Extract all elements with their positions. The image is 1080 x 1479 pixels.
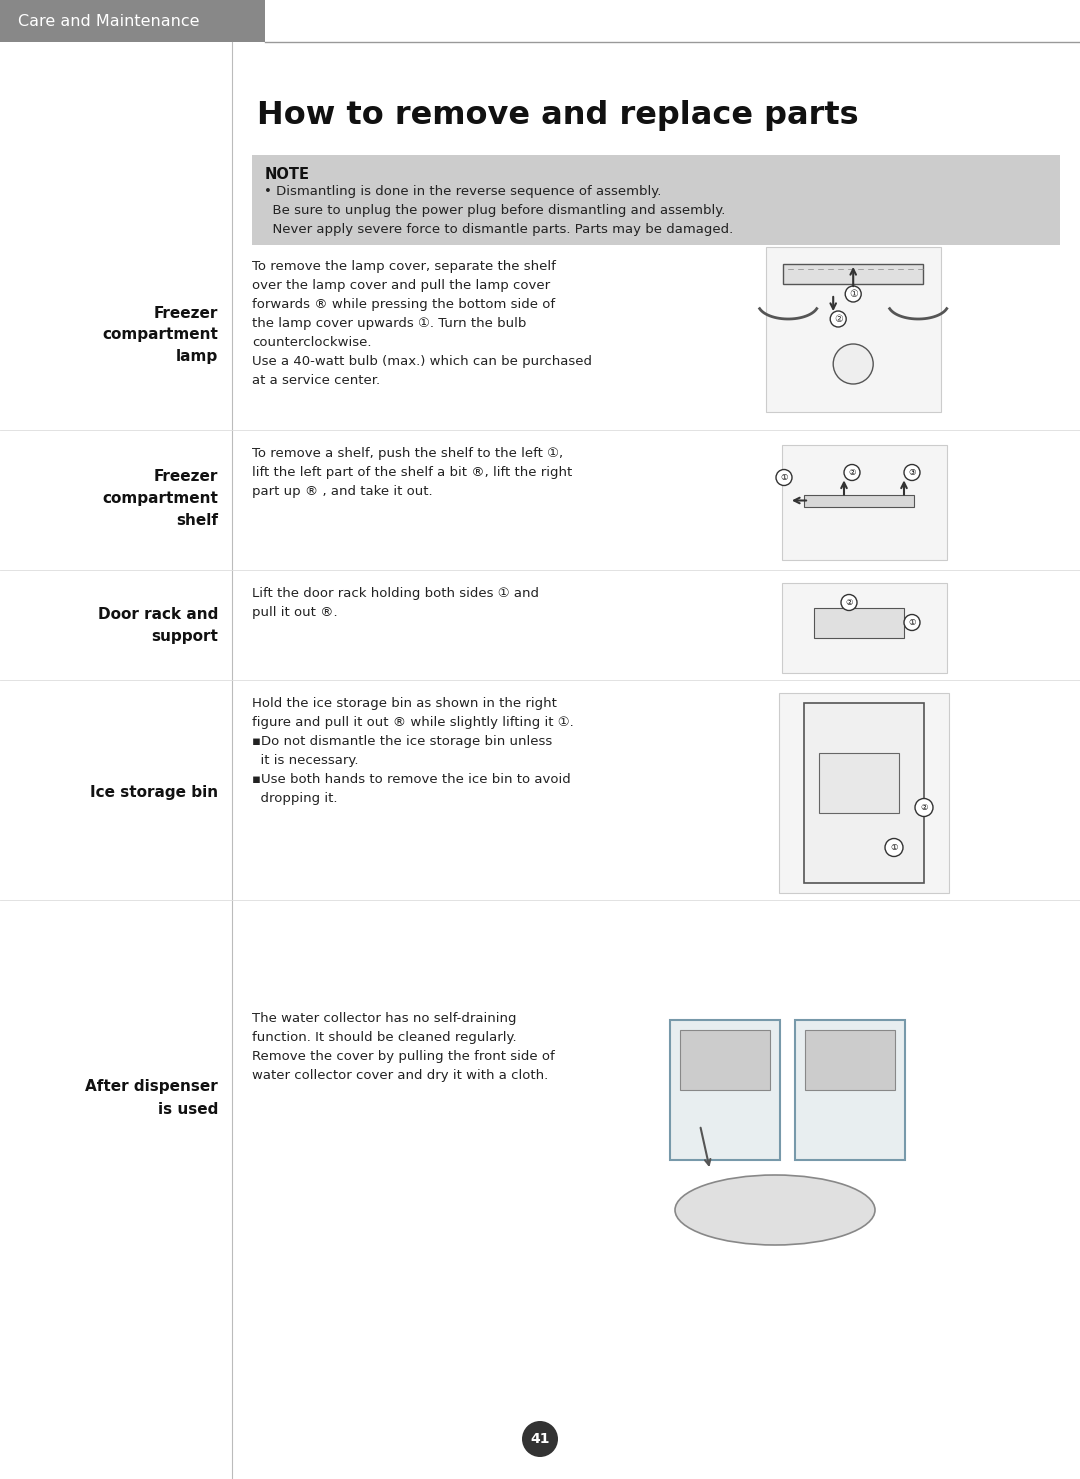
Text: lift the left part of the shelf a bit ®, lift the right: lift the left part of the shelf a bit ®,… <box>253 466 572 479</box>
Circle shape <box>831 311 847 327</box>
Text: NOTE: NOTE <box>265 167 309 182</box>
Text: Remove the cover by pulling the front side of: Remove the cover by pulling the front si… <box>253 1050 555 1063</box>
Text: Freezer: Freezer <box>153 469 218 484</box>
Text: pull it out ®.: pull it out ®. <box>253 606 338 620</box>
Text: shelf: shelf <box>176 513 218 528</box>
Text: ②: ② <box>848 467 855 478</box>
Text: The water collector has no self-draining: The water collector has no self-draining <box>253 1012 516 1025</box>
Text: Lift the door rack holding both sides ① and: Lift the door rack holding both sides ① … <box>253 587 539 600</box>
Text: • Dismantling is done in the reverse sequence of assembly.: • Dismantling is done in the reverse seq… <box>265 185 662 198</box>
Bar <box>814 608 904 637</box>
Text: ▪Use both hands to remove the ice bin to avoid: ▪Use both hands to remove the ice bin to… <box>253 774 571 785</box>
Text: dropping it.: dropping it. <box>253 791 338 805</box>
Ellipse shape <box>675 1174 875 1245</box>
Text: Hold the ice storage bin as shown in the right: Hold the ice storage bin as shown in the… <box>253 697 557 710</box>
Text: ①: ① <box>780 473 787 482</box>
Text: After dispenser: After dispenser <box>85 1080 218 1094</box>
Text: figure and pull it out ® while slightly lifting it ①.: figure and pull it out ® while slightly … <box>253 716 573 729</box>
Circle shape <box>846 285 861 302</box>
Text: 41: 41 <box>530 1432 550 1446</box>
Text: counterclockwise.: counterclockwise. <box>253 336 372 349</box>
Text: compartment: compartment <box>103 491 218 506</box>
Bar <box>783 263 923 284</box>
Text: function. It should be cleaned regularly.: function. It should be cleaned regularly… <box>253 1031 517 1044</box>
Text: water collector cover and dry it with a cloth.: water collector cover and dry it with a … <box>253 1069 549 1083</box>
Bar <box>0 0 265 41</box>
Text: at a service center.: at a service center. <box>253 374 380 387</box>
Bar <box>680 1029 770 1090</box>
Text: ①: ① <box>890 843 897 852</box>
Circle shape <box>843 464 860 481</box>
Text: ②: ② <box>834 314 842 324</box>
Circle shape <box>915 799 933 816</box>
Bar <box>670 1021 780 1160</box>
Bar <box>819 753 899 812</box>
Bar <box>779 692 949 892</box>
Text: How to remove and replace parts: How to remove and replace parts <box>257 101 859 132</box>
Text: the lamp cover upwards ①. Turn the bulb: the lamp cover upwards ①. Turn the bulb <box>253 317 527 330</box>
Bar <box>253 155 1059 246</box>
Circle shape <box>841 595 858 611</box>
Circle shape <box>522 1421 558 1457</box>
Text: part up ® , and take it out.: part up ® , and take it out. <box>253 485 433 498</box>
Text: Be sure to unplug the power plug before dismantling and assembly.: Be sure to unplug the power plug before … <box>265 204 726 217</box>
Circle shape <box>904 614 920 630</box>
Text: is used: is used <box>158 1102 218 1117</box>
Text: ①: ① <box>849 288 858 299</box>
Text: ①: ① <box>908 618 916 627</box>
Bar <box>795 1021 905 1160</box>
Text: lamp: lamp <box>176 349 218 364</box>
Circle shape <box>777 469 792 485</box>
Text: it is necessary.: it is necessary. <box>253 754 359 768</box>
Text: Ice storage bin: Ice storage bin <box>90 785 218 800</box>
Text: over the lamp cover and pull the lamp cover: over the lamp cover and pull the lamp co… <box>253 280 551 291</box>
Text: Freezer: Freezer <box>153 306 218 321</box>
Text: compartment: compartment <box>103 327 218 343</box>
Text: Care and Maintenance: Care and Maintenance <box>18 13 200 28</box>
Bar <box>766 247 941 411</box>
Text: forwards ® while pressing the bottom side of: forwards ® while pressing the bottom sid… <box>253 297 555 311</box>
Text: To remove a shelf, push the shelf to the left ①,: To remove a shelf, push the shelf to the… <box>253 447 564 460</box>
Bar <box>804 494 914 506</box>
Text: ②: ② <box>920 803 928 812</box>
Bar <box>804 703 924 883</box>
Circle shape <box>833 345 874 385</box>
Text: Never apply severe force to dismantle parts. Parts may be damaged.: Never apply severe force to dismantle pa… <box>265 223 733 237</box>
Bar <box>782 445 946 561</box>
Text: ③: ③ <box>908 467 916 478</box>
Bar <box>782 583 946 673</box>
Text: ▪Do not dismantle the ice storage bin unless: ▪Do not dismantle the ice storage bin un… <box>253 735 553 748</box>
Text: Door rack and: Door rack and <box>98 606 218 623</box>
Text: To remove the lamp cover, separate the shelf: To remove the lamp cover, separate the s… <box>253 260 556 274</box>
Bar <box>805 1029 895 1090</box>
Circle shape <box>885 839 903 856</box>
Circle shape <box>904 464 920 481</box>
Text: Use a 40-watt bulb (max.) which can be purchased: Use a 40-watt bulb (max.) which can be p… <box>253 355 592 368</box>
Text: ②: ② <box>846 598 853 606</box>
Text: support: support <box>151 629 218 643</box>
